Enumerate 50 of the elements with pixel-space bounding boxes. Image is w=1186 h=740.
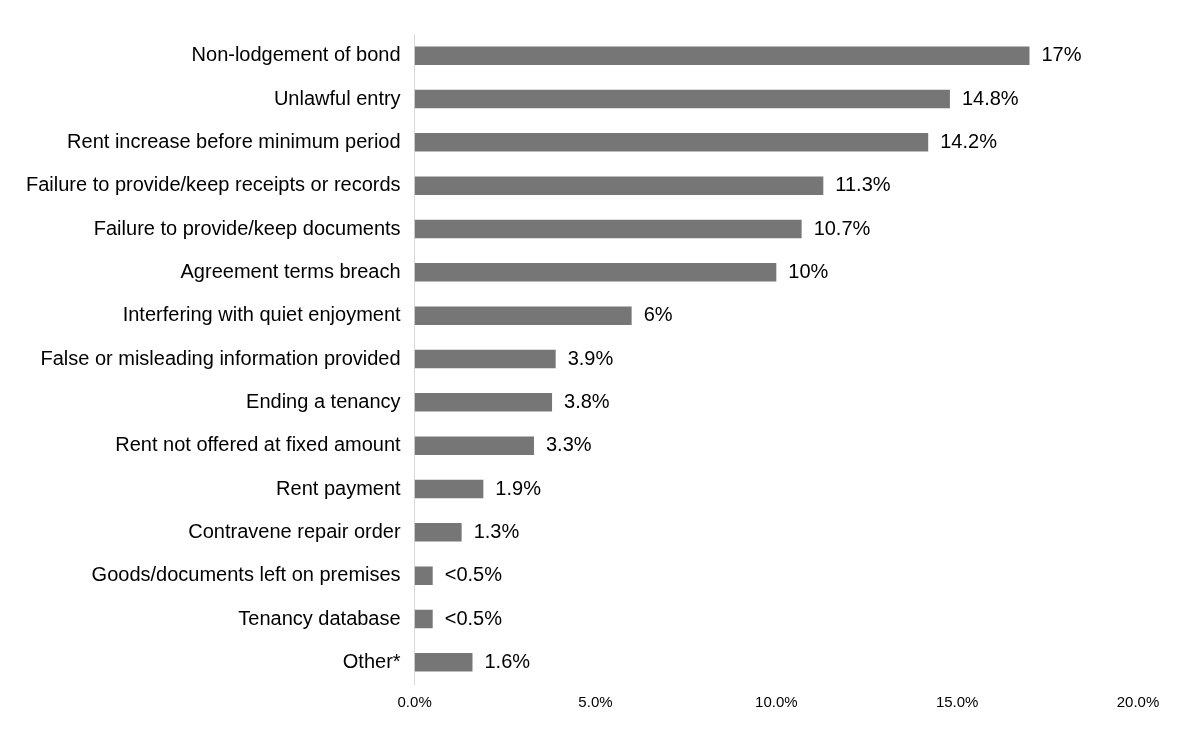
- bar: [414, 436, 534, 455]
- data-label: 10%: [788, 259, 829, 282]
- data-label: 6%: [643, 303, 673, 326]
- bar: [414, 653, 473, 672]
- y-tick-label: Goods/documents left on premises: [91, 563, 401, 586]
- data-label: 3.8%: [564, 389, 610, 412]
- data-label: <0.5%: [444, 563, 503, 586]
- data-label: 3.9%: [567, 346, 614, 369]
- y-tick-label: Agreement terms breach: [180, 259, 401, 282]
- y-tick-label: Non-lodgement of bond: [191, 43, 401, 66]
- y-tick-label: Tenancy database: [238, 606, 401, 629]
- bar: [414, 306, 632, 325]
- x-tick-label: 10.0%: [755, 693, 798, 711]
- y-tick-label: Unlawful entry: [273, 86, 401, 109]
- data-label: 3.3%: [545, 433, 592, 456]
- data-label: 1.3%: [473, 519, 520, 542]
- y-tick-label: Ending a tenancy: [246, 389, 401, 412]
- data-label: 11.3%: [835, 173, 891, 196]
- bar: [414, 46, 1030, 65]
- data-label: 10.7%: [813, 216, 871, 239]
- bar: [414, 609, 433, 629]
- y-tick-label: Rent increase before minimum period: [67, 129, 401, 152]
- x-tick-label: 5.0%: [578, 693, 613, 711]
- data-label: 17%: [1041, 43, 1082, 66]
- y-tick-label: Failure to provide/keep documents: [93, 216, 401, 239]
- data-label: 14.2%: [940, 129, 998, 152]
- data-label: 1.6%: [484, 649, 531, 672]
- bar: [414, 566, 433, 585]
- y-tick-label: False or misleading information provided: [40, 346, 401, 369]
- x-tick-label: 0.0%: [397, 693, 432, 711]
- y-tick-label: Failure to provide/keep receipts or records: [25, 173, 401, 196]
- bar: [414, 523, 462, 542]
- data-label: <0.5%: [444, 606, 503, 629]
- data-label: 14.8%: [961, 86, 1019, 109]
- y-tick-label: Other*: [342, 649, 401, 672]
- y-tick-label: Contravene repair order: [188, 519, 401, 542]
- y-tick-label: Rent payment: [276, 476, 402, 499]
- x-tick-label: 15.0%: [935, 693, 979, 711]
- data-label: 1.9%: [495, 476, 542, 499]
- bar: [414, 219, 802, 239]
- x-tick-label: 20.0%: [1116, 693, 1160, 711]
- bar: [414, 349, 556, 369]
- bar: [414, 176, 824, 195]
- bar: [414, 89, 950, 109]
- bar: [414, 133, 929, 152]
- bar: [414, 479, 484, 499]
- bar: [414, 263, 777, 282]
- bar: [414, 393, 553, 412]
- y-tick-label: Interfering with quiet enjoyment: [122, 303, 402, 326]
- y-tick-label: Rent not offered at fixed amount: [115, 433, 402, 456]
